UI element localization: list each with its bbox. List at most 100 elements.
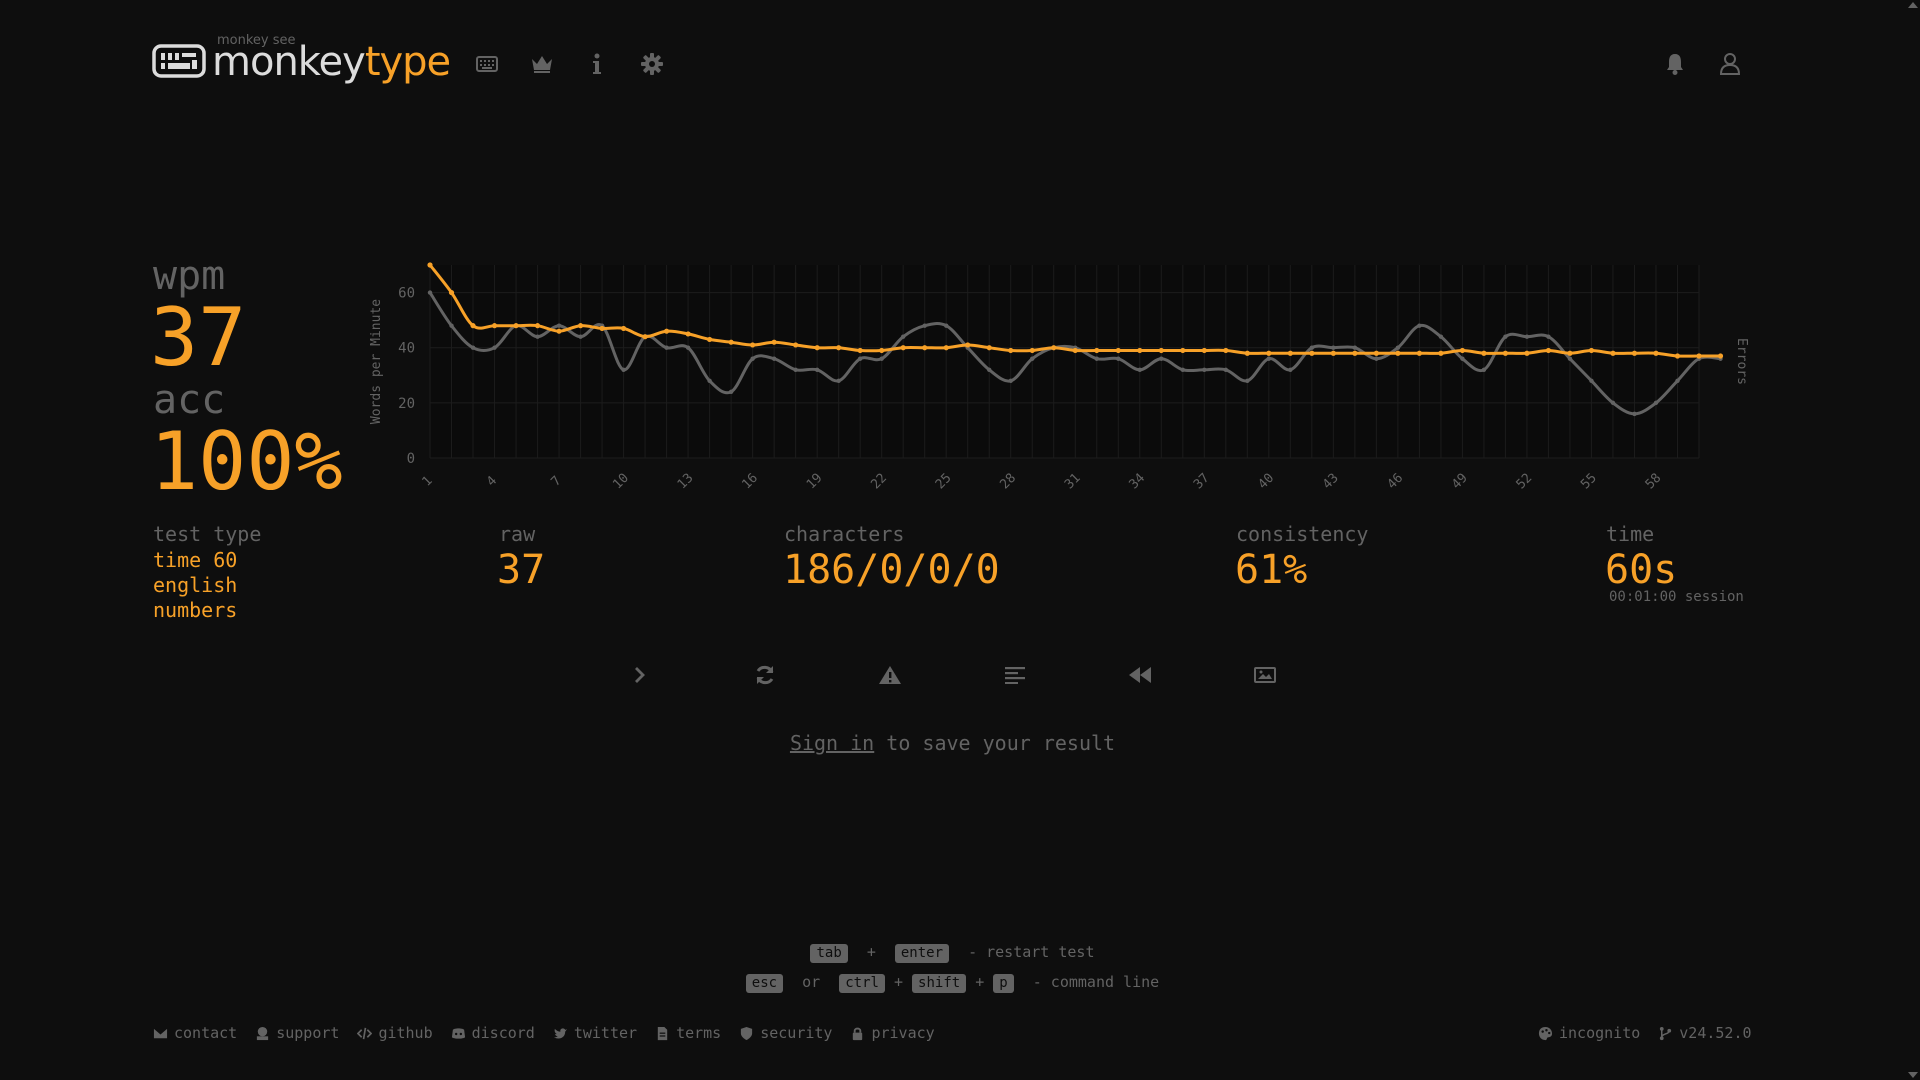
raw-data-point <box>1481 367 1487 372</box>
key-ctrl: ctrl <box>839 974 885 993</box>
raw-data-point <box>1653 400 1659 406</box>
keyboard-icon[interactable] <box>473 50 501 78</box>
restart-button[interactable] <box>745 660 785 690</box>
raw-data-point <box>1374 356 1379 361</box>
raw-data-point <box>1116 356 1121 361</box>
y-tick-label: 0 <box>407 451 415 467</box>
raw-data-point <box>987 367 992 372</box>
replay-button[interactable] <box>1120 660 1160 690</box>
x-tick-label: 58 <box>1643 471 1665 493</box>
user-icon[interactable] <box>1716 50 1744 78</box>
signin-notice: Sign in to save your result <box>0 731 1905 755</box>
raw-data-point <box>1589 378 1594 383</box>
wpm-data-point <box>1373 350 1379 356</box>
wpm-data-point <box>1137 347 1143 354</box>
x-tick-label: 10 <box>610 471 632 493</box>
scrollbar-up-arrow[interactable] <box>1908 2 1918 8</box>
test-type-line: numbers <box>153 598 238 622</box>
footer-discord[interactable]: discord <box>451 1024 535 1042</box>
wpm-data-point <box>1094 347 1100 354</box>
characters-value[interactable]: 186/0/0/0 <box>783 547 1000 593</box>
raw-data-point <box>1503 334 1508 339</box>
wpm-data-point <box>1481 350 1487 356</box>
raw-data-point <box>578 334 583 339</box>
time-label: time <box>1606 522 1655 546</box>
wpm-data-point <box>879 347 885 354</box>
wpm-data-point <box>642 334 648 340</box>
or-text: or <box>802 973 821 991</box>
wpm-data-point <box>556 328 562 334</box>
x-tick-label: 7 <box>549 473 565 489</box>
raw-data-point <box>449 323 454 328</box>
report-button[interactable] <box>870 660 910 690</box>
sign-in-link[interactable]: Sign in <box>789 731 875 755</box>
footer-github[interactable]: github <box>357 1024 433 1042</box>
raw-data-point <box>1030 356 1035 361</box>
footer-contact[interactable]: contact <box>153 1024 237 1042</box>
crown-icon[interactable] <box>528 50 556 78</box>
wpm-chart[interactable]: 0 20 40 60 1 4 7 10 13 16 19 22 25 28 31 34 37 40 43 46 49 52… <box>360 255 1760 515</box>
wpm-data-point <box>491 323 498 329</box>
consistency-value[interactable]: 61% <box>1235 547 1308 593</box>
raw-data-point <box>1137 367 1142 372</box>
bell-icon[interactable] <box>1661 50 1689 78</box>
wpm-data-point <box>1524 350 1530 356</box>
wpm-data-point <box>1244 350 1250 356</box>
footer-privacy[interactable]: privacy <box>850 1024 935 1042</box>
raw-data-point <box>492 345 497 350</box>
raw-data-point <box>1460 356 1465 361</box>
footer-twitter[interactable]: twitter <box>553 1024 637 1042</box>
refresh-icon <box>756 665 774 685</box>
keyboard-logo-icon <box>152 44 206 78</box>
wpm-data-point <box>1029 347 1035 354</box>
raw-data-point <box>728 389 734 395</box>
wpm-data-point <box>1266 350 1272 356</box>
wpm-value[interactable]: 37 <box>150 291 247 384</box>
envelope-icon <box>153 1028 168 1038</box>
screenshot-button[interactable] <box>1245 660 1285 690</box>
x-tick-label: 40 <box>1256 471 1278 493</box>
wpm-data-point <box>707 336 713 343</box>
key-esc: esc <box>745 974 784 993</box>
chevron-right-icon <box>635 667 645 683</box>
footer-incognito[interactable]: incognito <box>1538 1024 1640 1042</box>
raw-data-point <box>1331 345 1336 350</box>
raw-data-point <box>470 345 476 350</box>
x-tick-label: 13 <box>675 471 697 493</box>
raw-data-point <box>836 378 841 383</box>
consistency-label: consistency <box>1236 522 1369 546</box>
raw-data-point <box>1094 356 1099 361</box>
wpm-data-point <box>1696 353 1702 359</box>
y-tick-label: 60 <box>398 286 415 302</box>
footer-support[interactable]: support <box>255 1024 339 1042</box>
wpm-data-point <box>1309 350 1315 356</box>
raw-data-point <box>685 345 691 350</box>
wpm-data-point <box>1416 350 1422 356</box>
restart-hint: tab + enter - restart test <box>0 943 1905 963</box>
wpm-data-point <box>1395 350 1401 356</box>
next-test-button[interactable] <box>620 660 660 690</box>
gear-icon[interactable] <box>638 50 666 78</box>
footer-security[interactable]: security <box>739 1024 832 1042</box>
raw-data-point <box>857 356 863 361</box>
file-icon <box>657 1026 668 1040</box>
raw-data-point <box>1395 345 1401 350</box>
raw-value[interactable]: 37 <box>497 547 546 593</box>
wpm-data-point <box>728 339 734 345</box>
time-value[interactable]: 60s <box>1605 547 1678 593</box>
info-icon[interactable] <box>583 50 611 78</box>
footer-terms[interactable]: terms <box>655 1024 721 1042</box>
wpm-data-point <box>1072 347 1078 354</box>
raw-data-point <box>1675 378 1680 383</box>
acc-value[interactable]: 100% <box>150 415 343 508</box>
wpm-data-point <box>965 342 971 348</box>
words-history-button[interactable] <box>995 660 1035 690</box>
wpm-data-point <box>1502 350 1509 356</box>
raw-data-point <box>944 323 949 328</box>
raw-data-point <box>1223 367 1229 372</box>
x-tick-label: 43 <box>1320 471 1342 493</box>
scrollbar-down-arrow[interactable] <box>1908 1072 1918 1078</box>
wpm-data-point <box>577 323 584 329</box>
footer-version[interactable]: v24.52.0 <box>1658 1024 1752 1042</box>
session-time: 00:01:00 session <box>1609 589 1744 605</box>
